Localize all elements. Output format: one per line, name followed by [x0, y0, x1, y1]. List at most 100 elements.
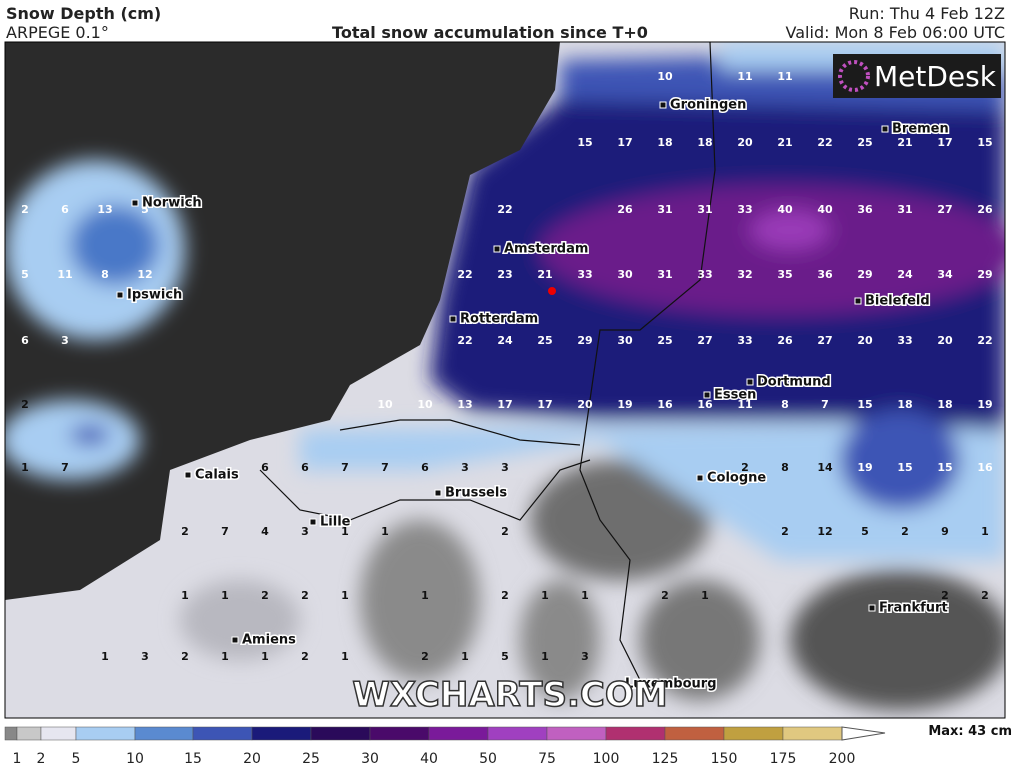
map-value: 12: [137, 268, 152, 281]
legend-swatch: [428, 726, 489, 741]
map-value: 12: [817, 525, 832, 538]
map-value: 3: [581, 650, 589, 663]
legend-swatch: [782, 726, 843, 741]
map-value: 1: [341, 589, 349, 602]
legend-arrow: [841, 726, 886, 741]
city-dot: [493, 245, 501, 253]
map-value: 5: [21, 268, 29, 281]
map-value: 36: [857, 203, 873, 216]
map-value: 1: [101, 650, 109, 663]
legend: 1 2 5 10 15 20 25 30 40 50 75 100 125 150 175 200: [4, 726, 886, 767]
map-value: 2: [941, 589, 949, 602]
map-value: 6: [21, 334, 29, 347]
legend-swatch: [546, 726, 607, 741]
map-value: 19: [977, 398, 992, 411]
map-value: 18: [697, 136, 712, 149]
legend-tick-label: 10: [126, 751, 144, 767]
border: [579, 42, 716, 701]
map-value: 33: [737, 334, 752, 347]
map-value: 5: [501, 650, 509, 663]
city-label: Lille: [320, 515, 351, 530]
map-value: 25: [537, 334, 552, 347]
map-value: 23: [497, 268, 512, 281]
map-value: 1: [221, 650, 229, 663]
legend-swatch: [251, 726, 312, 741]
map-value: 1: [541, 589, 549, 602]
city-label: Rotterdam: [460, 312, 538, 327]
legend-swatch: [664, 726, 725, 741]
city-dot: [703, 391, 711, 399]
city-label: Brussels: [445, 486, 507, 501]
map-value: 27: [937, 203, 952, 216]
city-dot: [696, 474, 704, 482]
legend-tick-label: 20: [243, 751, 261, 767]
map-value: 6: [421, 461, 429, 474]
map-value: 22: [457, 268, 472, 281]
logo-icon: [838, 60, 870, 92]
map-value: 1: [181, 589, 189, 602]
map-value: 11: [737, 398, 752, 411]
snow-fields: [180, 42, 1005, 710]
map-value: 9: [941, 525, 949, 538]
map-value: 3: [501, 461, 509, 474]
city-label: Amiens: [242, 633, 296, 648]
map-value: 5: [141, 203, 149, 216]
logo: MetDesk: [874, 60, 997, 93]
logo-box: [833, 54, 1001, 98]
map-value: 22: [457, 334, 472, 347]
map-value: 5: [861, 525, 869, 538]
legend-swatch: [75, 726, 136, 741]
map-value: 2: [501, 589, 509, 602]
map-value: 1: [381, 525, 389, 538]
map-value: 1: [221, 589, 229, 602]
map-value: 2: [181, 525, 189, 538]
map-value: 3: [301, 525, 309, 538]
map-value: 20: [857, 334, 873, 347]
map-value: 11: [737, 70, 752, 83]
city-label: Dortmund: [757, 375, 831, 390]
map-value: 33: [697, 268, 712, 281]
map-value: 2: [781, 525, 789, 538]
city-dot: [309, 518, 317, 526]
map-value: 27: [817, 334, 832, 347]
map-value: 7: [821, 398, 829, 411]
city-label: Cologne: [707, 471, 766, 486]
legend-swatch: [605, 726, 666, 741]
max-label: Max: 43 cm: [928, 724, 1012, 739]
map-value: 14: [817, 461, 833, 474]
map-value: 22: [977, 334, 992, 347]
map-value: 29: [577, 334, 592, 347]
map-value: 35: [777, 268, 792, 281]
map-value: 32: [737, 268, 752, 281]
city-label: Ipswich: [127, 288, 182, 303]
legend-swatch: [192, 726, 253, 741]
legend-tick-label: 15: [184, 751, 202, 767]
run-time: Run: Thu 4 Feb 12Z: [849, 4, 1005, 23]
map-value: 1: [461, 650, 469, 663]
legend-tick-label: 25: [302, 751, 320, 767]
legend-tick-label: 1: [13, 751, 22, 767]
map-value: 17: [537, 398, 552, 411]
map-value: 11: [777, 70, 792, 83]
map-value: 33: [737, 203, 752, 216]
map-value: 2: [181, 650, 189, 663]
map-value: 40: [817, 203, 833, 216]
watermark: WXCHARTS.COM: [352, 675, 667, 715]
legend-swatch: [16, 726, 42, 741]
city-label: Luxembourg: [625, 677, 717, 692]
map-value: 8: [781, 461, 789, 474]
city-label: Calais: [195, 468, 239, 483]
map-value: 2: [301, 589, 309, 602]
subtitle: Total snow accumulation since T+0: [332, 23, 648, 42]
map-value: 29: [857, 268, 872, 281]
map-value: 21: [537, 268, 552, 281]
map-value: 25: [857, 136, 872, 149]
map-value: 18: [937, 398, 952, 411]
legend-tick-label: 100: [593, 751, 620, 767]
map-value: 30: [617, 268, 633, 281]
city-dot: [434, 489, 442, 497]
map-value: 29: [977, 268, 992, 281]
city-dot: [881, 125, 889, 133]
map-value: 15: [857, 398, 872, 411]
